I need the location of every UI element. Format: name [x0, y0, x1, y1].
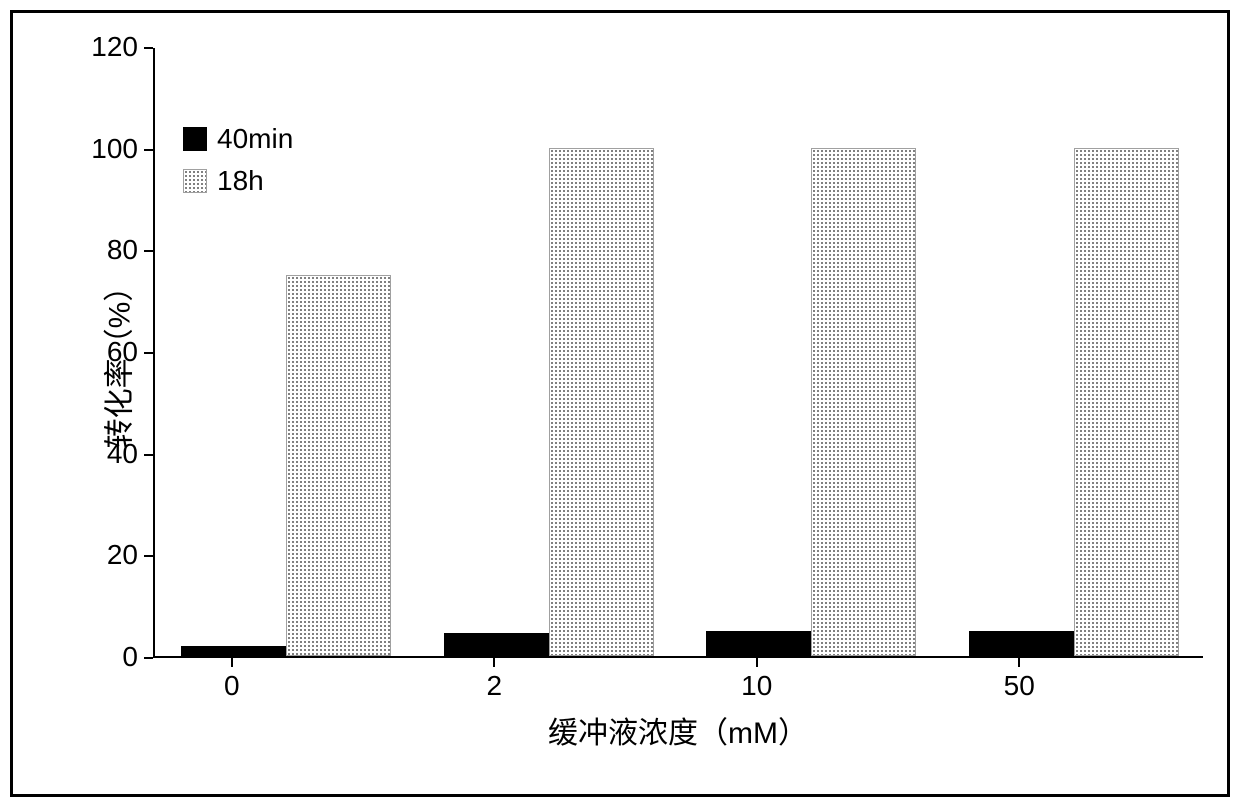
x-tick-mark — [1018, 658, 1020, 667]
legend-item: 18h — [183, 165, 293, 197]
x-tick-mark — [493, 658, 495, 667]
x-axis-title-text: 缓冲液浓度（mM） — [548, 717, 808, 750]
legend: 40min 18h — [183, 123, 293, 207]
bar-18h — [549, 148, 654, 656]
x-tick-label: 50 — [1004, 670, 1035, 702]
y-tick-mark — [144, 47, 153, 49]
y-tick-label: 100 — [78, 133, 138, 165]
y-tick-mark — [144, 657, 153, 659]
plot-area — [153, 48, 1203, 658]
y-tick-label: 120 — [78, 31, 138, 63]
legend-label: 40min — [217, 123, 293, 155]
bar-40min — [706, 631, 811, 656]
y-axis-title-text: 转化率（%） — [103, 272, 136, 449]
x-tick-label: 2 — [486, 670, 502, 702]
bar-40min — [444, 633, 549, 656]
y-tick-mark — [144, 250, 153, 252]
legend-swatch-icon — [183, 127, 207, 151]
y-tick-label: 20 — [78, 539, 138, 571]
chart-frame: 020406080100120 021050 转化率（%） 缓冲液浓度（mM） … — [10, 10, 1230, 797]
x-tick-label: 10 — [741, 670, 772, 702]
y-tick-mark — [144, 352, 153, 354]
legend-label: 18h — [217, 165, 264, 197]
bar-40min — [969, 631, 1074, 656]
bar-40min — [181, 646, 286, 656]
chart-container: 020406080100120 021050 转化率（%） 缓冲液浓度（mM） … — [13, 13, 1227, 794]
bar-18h — [286, 275, 391, 656]
legend-item: 40min — [183, 123, 293, 155]
x-axis-title: 缓冲液浓度（mM） — [153, 708, 1203, 752]
y-tick-mark — [144, 555, 153, 557]
bar-18h — [1074, 148, 1179, 656]
legend-swatch-icon — [183, 169, 207, 193]
bar-18h — [811, 148, 916, 656]
y-tick-mark — [144, 454, 153, 456]
y-tick-label: 80 — [78, 234, 138, 266]
x-tick-mark — [231, 658, 233, 667]
y-tick-mark — [144, 149, 153, 151]
y-tick-label: 0 — [78, 641, 138, 673]
x-tick-mark — [756, 658, 758, 667]
x-tick-label: 0 — [224, 670, 240, 702]
y-axis-title: 转化率（%） — [94, 272, 138, 449]
